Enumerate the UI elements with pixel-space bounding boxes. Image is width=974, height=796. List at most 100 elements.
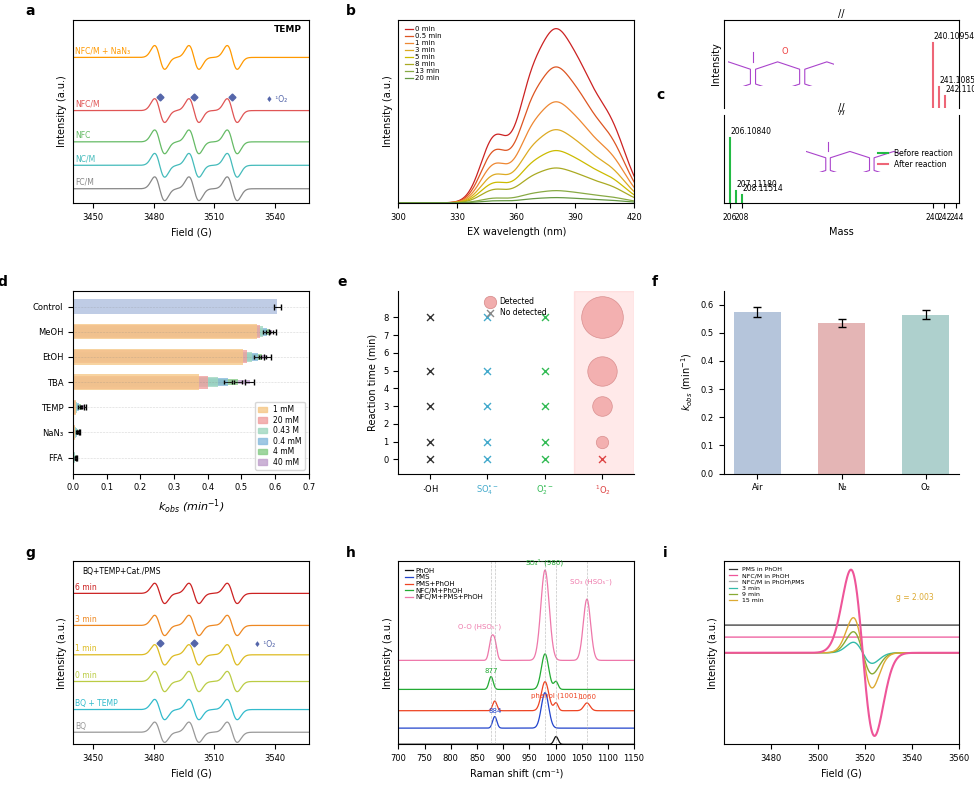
Bar	[73, 330, 273, 334]
9 min	[947, 648, 958, 657]
NFC/M+PMS+PhOH	[393, 656, 404, 665]
13 min	[407, 198, 419, 208]
Line: 13 min: 13 min	[398, 190, 634, 203]
NFC/M in PhOH	[947, 632, 958, 642]
Line: 20 min: 20 min	[398, 197, 634, 203]
PMS	[628, 724, 640, 733]
NFC/M+PMS+PhOH	[502, 656, 513, 665]
5 min	[628, 190, 640, 200]
Text: ♦ ¹O₂: ♦ ¹O₂	[254, 640, 276, 650]
Bar	[73, 425, 75, 440]
20 min	[596, 195, 608, 205]
PMS	[493, 720, 505, 730]
PMS	[502, 724, 513, 733]
Bar	[73, 426, 75, 439]
X-axis label: Mass: Mass	[829, 227, 854, 237]
Line: NFC/M+PhOH: NFC/M+PhOH	[398, 654, 634, 689]
PhOH	[421, 739, 432, 749]
Text: 240.10954: 240.10954	[934, 32, 974, 41]
Text: NFC/M + NaN₃: NFC/M + NaN₃	[75, 46, 131, 56]
PhOH	[393, 739, 404, 749]
Text: c: c	[656, 88, 664, 102]
NFC/M+PMS+PhOH	[493, 651, 505, 661]
PhOH	[493, 739, 505, 749]
NFC/M in PhOH	[718, 632, 730, 642]
Bar	[73, 405, 85, 409]
Text: 884: 884	[488, 708, 502, 714]
Bar	[73, 456, 76, 459]
Point	[538, 453, 553, 466]
3 min	[866, 658, 878, 668]
Point	[479, 435, 495, 448]
8 min	[572, 169, 583, 178]
Legend: PMS in PhOH, NFC/M in PhOH, NFC/M in PhOH\PMS, 3 min, 9 min, 15 min: PMS in PhOH, NFC/M in PhOH, NFC/M in PhO…	[727, 564, 806, 606]
1 min	[596, 139, 608, 149]
3 min	[947, 648, 958, 657]
Bar	[73, 376, 207, 388]
8 min	[536, 166, 547, 176]
Bar	[73, 400, 76, 415]
Text: f: f	[652, 275, 657, 289]
0.5 min	[572, 84, 583, 93]
3 min	[833, 646, 844, 656]
0 min	[572, 52, 583, 61]
Bar	[73, 427, 76, 438]
Text: g = 2.003: g = 2.003	[896, 593, 933, 602]
3 min	[718, 648, 730, 657]
NFC/M+PMS+PhOH	[411, 656, 423, 665]
1 min	[530, 115, 542, 124]
Line: 5 min: 5 min	[398, 150, 634, 203]
5 min	[536, 151, 547, 161]
PMS	[411, 724, 423, 733]
Text: SO₄²⁻(980): SO₄²⁻(980)	[526, 559, 564, 566]
20 min	[393, 198, 404, 208]
Line: 9 min: 9 min	[724, 632, 959, 674]
Text: 1 min: 1 min	[75, 644, 96, 654]
Y-axis label: Reaction time (min): Reaction time (min)	[368, 334, 378, 431]
Legend: 0 min, 0.5 min, 1 min, 3 min, 5 min, 8 min, 13 min, 20 min: 0 min, 0.5 min, 1 min, 3 min, 5 min, 8 m…	[402, 23, 444, 84]
0 min	[407, 198, 419, 208]
PMS+PhOH	[493, 704, 505, 713]
9 min	[826, 647, 838, 657]
Point	[538, 435, 553, 448]
Bar	[73, 353, 257, 361]
NFC/M+PhOH	[540, 650, 551, 659]
15 min	[730, 648, 741, 657]
20 min	[530, 193, 542, 203]
Bar	[73, 452, 75, 462]
Point	[479, 400, 495, 412]
3 min	[393, 198, 404, 208]
20 min	[536, 193, 547, 203]
NFC/M+PMS+PhOH	[540, 565, 551, 575]
Line: PMS+PhOH: PMS+PhOH	[398, 681, 634, 711]
3 min	[826, 648, 838, 657]
PMS+PhOH	[411, 706, 423, 716]
5 min	[407, 198, 419, 208]
13 min	[536, 187, 547, 197]
PMS in PhOH	[826, 620, 838, 630]
Text: //: //	[839, 103, 844, 113]
NFC/M+PhOH	[493, 685, 505, 694]
Point	[422, 453, 437, 466]
15 min	[947, 648, 958, 657]
13 min	[550, 185, 562, 195]
9 min	[718, 648, 730, 657]
Bar	[73, 299, 278, 314]
X-axis label: EX wavelength (nm): EX wavelength (nm)	[467, 227, 566, 237]
NFC/M in PhOH	[954, 632, 965, 642]
Bar	[73, 428, 77, 436]
NFC/M+PhOH	[393, 685, 404, 694]
15 min	[826, 647, 838, 657]
Bar	[73, 402, 77, 412]
3 min	[954, 648, 965, 657]
Point	[422, 435, 437, 448]
X-axis label: Field (G): Field (G)	[170, 227, 211, 237]
13 min	[393, 198, 404, 208]
15 min	[833, 643, 844, 653]
Text: O-O (HSO₅⁻): O-O (HSO₅⁻)	[458, 623, 501, 630]
3 min	[730, 648, 741, 657]
Point	[595, 400, 611, 412]
8 min	[596, 178, 608, 187]
3 min	[628, 187, 640, 197]
Bar	[734, 312, 780, 474]
